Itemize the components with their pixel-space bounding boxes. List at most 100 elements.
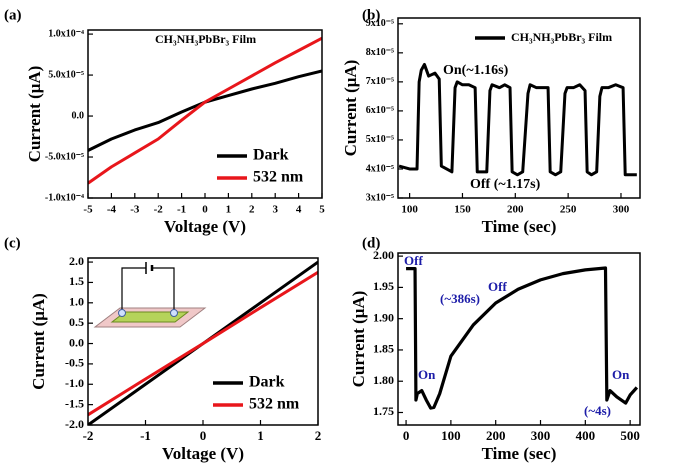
annotation: CH₃NH₃PbBr₃ Film: [155, 32, 256, 46]
annotation: On: [418, 367, 436, 382]
panel-label: (c): [4, 235, 21, 251]
plot-frame: [397, 17, 641, 199]
legend-label: Dark: [249, 374, 285, 391]
x-tick-label: -3: [130, 204, 140, 216]
plot-area: [88, 260, 318, 425]
y-tick-label: 2.00: [373, 248, 394, 262]
plot-area: [406, 266, 639, 410]
y-tick-label: -2.0: [65, 417, 84, 431]
y-tick-label: 0.0: [72, 110, 85, 121]
x-tick-label: 0: [200, 428, 207, 443]
electrode: [118, 309, 126, 317]
y-tick-label: 9x10⁻⁵: [366, 18, 394, 29]
legend-label: 532 nm: [249, 396, 300, 413]
y-tick-label: 1.95: [373, 279, 394, 293]
y-axis-title: Current (μA): [349, 291, 368, 388]
annotation: (~386s): [440, 291, 480, 306]
y-axis-title: Current (μA): [29, 293, 48, 390]
panel: (d) 0 100 200 300 400 500 2.00 1.95 1.90 1.85 1.80 1…: [349, 235, 641, 463]
y-tick-label: 3x10⁻⁵: [366, 192, 394, 203]
x-tick-label: 2: [249, 204, 255, 216]
y-tick-label: 1.0: [69, 295, 84, 309]
data-line: [398, 62, 637, 177]
y-tick-label: 0.5: [69, 315, 84, 329]
x-tick-label: 5: [319, 204, 325, 216]
y-tick-label: 2.0: [69, 254, 84, 268]
x-tick-label: 4: [296, 204, 302, 216]
annotation: On(~1.16s): [443, 63, 509, 78]
annotation: Off: [404, 253, 423, 268]
panel-label: (a): [4, 7, 22, 23]
y-tick-label: 1.75: [373, 404, 394, 418]
y-tick-label: -1.0x10⁻⁴: [45, 192, 84, 203]
x-axis-title: Voltage (V): [162, 444, 244, 463]
x-tick-label: 250: [560, 204, 577, 216]
y-tick-label: -0.5: [65, 356, 84, 370]
panel-label: (b): [362, 7, 380, 23]
y-tick-label: 4x10⁻⁵: [366, 163, 394, 174]
data-line: [88, 36, 322, 185]
annotation: On: [612, 367, 630, 382]
data-line: [88, 69, 322, 152]
y-tick-label: -1.5: [65, 396, 84, 410]
x-tick-label: 0: [403, 428, 410, 443]
y-axis-title: Current (μA): [25, 66, 44, 163]
y-tick-label: 1.0x10⁻⁴: [48, 28, 84, 39]
y-tick-label: 1.5: [69, 274, 84, 288]
x-axis-title: Voltage (V): [164, 217, 246, 236]
annotation: (~4s): [584, 403, 611, 418]
y-tick-label: 1.90: [373, 310, 394, 324]
y-tick-label: 5.0x10⁻⁵: [48, 69, 84, 80]
x-axis-title: Time (sec): [482, 217, 557, 236]
legend-label: 532 nm: [253, 169, 304, 186]
x-tick-label: 400: [576, 428, 596, 443]
x-tick-label: 3: [272, 204, 278, 216]
x-tick-label: 100: [441, 428, 461, 443]
panel: (c) -2 -1 0 1 2 2.0 1.5 1.0 0.5 0.0 -0.5 -1.0 -1.5 -2.…: [4, 235, 321, 462]
plot-area: [88, 36, 322, 185]
panel: (b) 100 150 200 250 300 9x10⁻⁵ 8x10⁻⁵ 7x10⁻⁵ 6x10…: [341, 7, 641, 236]
annotation: Off (~1.17s): [470, 177, 541, 192]
x-tick-label: 100: [401, 204, 418, 216]
wire: [121, 267, 175, 312]
legend-label: Dark: [253, 147, 289, 164]
y-tick-label: 6x10⁻⁵: [366, 105, 394, 116]
x-tick-label: 200: [507, 204, 524, 216]
x-tick-label: -4: [107, 204, 117, 216]
x-tick-label: 300: [531, 428, 551, 443]
x-tick-label: -1: [140, 428, 151, 443]
x-tick-label: 500: [620, 428, 640, 443]
y-tick-label: 0.0: [69, 335, 84, 349]
y-tick-label: -1.0: [65, 376, 84, 390]
y-tick-label: 1.85: [373, 342, 394, 356]
electrode: [170, 309, 178, 317]
x-tick-label: 1: [226, 204, 232, 216]
x-tick-label: -2: [154, 204, 164, 216]
x-tick-label: 2: [315, 428, 322, 443]
x-tick-label: 200: [486, 428, 506, 443]
x-axis-title: Time (sec): [482, 444, 557, 463]
x-tick-label: -2: [83, 428, 94, 443]
y-axis-title: Current (μA): [341, 60, 360, 157]
x-tick-label: 150: [454, 204, 471, 216]
x-tick-label: -5: [83, 204, 93, 216]
data-line: [88, 270, 318, 417]
legend-label: CH₃NH₃PbBr₃ Film: [511, 30, 612, 44]
y-tick-label: 8x10⁻⁵: [366, 47, 394, 58]
x-tick-label: -1: [177, 204, 186, 216]
panel-label: (d): [362, 235, 380, 251]
plot-frame: [87, 29, 323, 199]
y-tick-label: -5.0x10⁻⁵: [45, 151, 84, 162]
y-tick-label: 1.80: [373, 373, 394, 387]
panel: (a) -5 -4 -3 -2 -1 0 1 2 3 4 5 1.0x10⁻⁴ 5.0x10⁻⁵ 0.0 -5…: [4, 7, 325, 235]
y-tick-label: 7x10⁻⁵: [366, 76, 394, 87]
data-line: [406, 266, 639, 410]
x-tick-label: 300: [613, 204, 630, 216]
x-tick-label: 1: [257, 428, 264, 443]
x-tick-label: 0: [202, 204, 208, 216]
annotation: Off: [488, 279, 507, 294]
plot-frame: [397, 252, 641, 426]
circuit-inset: [93, 262, 207, 328]
